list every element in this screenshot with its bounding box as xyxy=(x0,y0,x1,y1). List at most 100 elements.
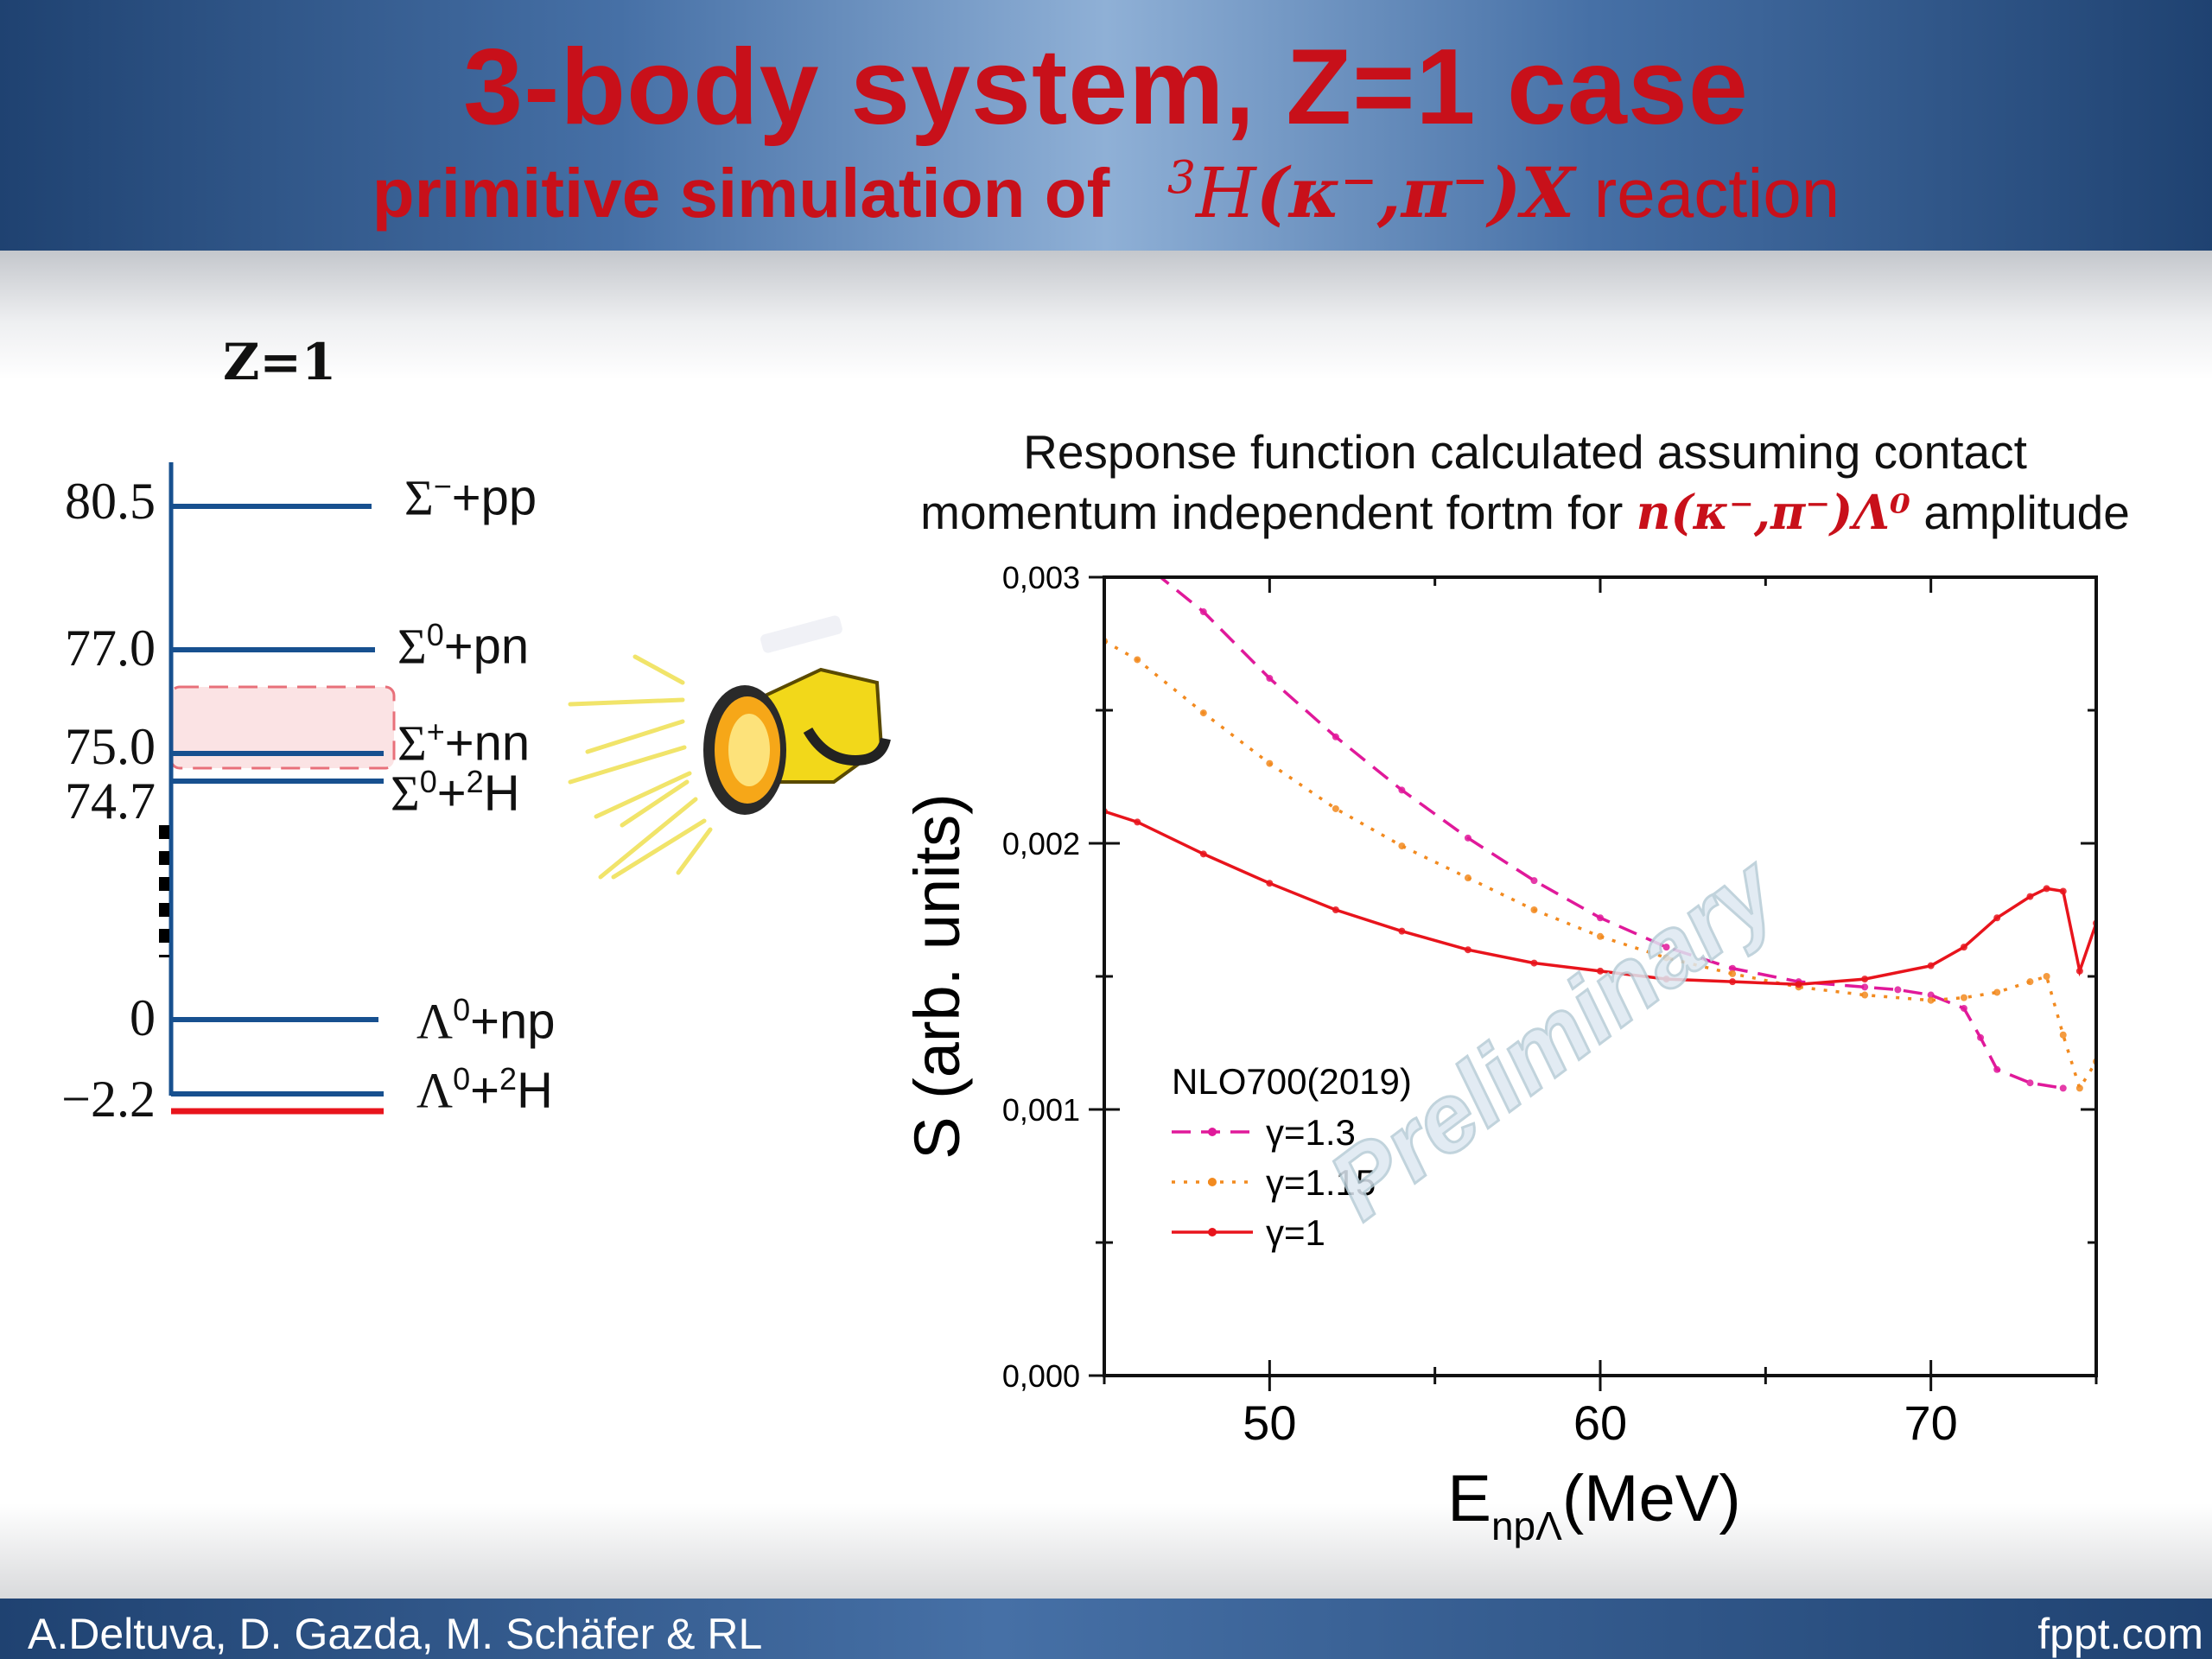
y-tick-label: 0,000 xyxy=(1002,1358,1080,1394)
chart-description: Response function calculated assuming co… xyxy=(890,422,2160,543)
data-point xyxy=(1464,874,1471,882)
data-point xyxy=(1662,944,1670,951)
series-line xyxy=(1104,639,2096,1092)
data-point xyxy=(1150,569,1157,575)
energy-label: 0 xyxy=(130,989,156,1046)
data-point xyxy=(1662,976,1670,983)
data-point xyxy=(1993,914,2001,922)
data-point xyxy=(2059,1031,2067,1039)
data-point xyxy=(1960,994,1967,1001)
reaction-core: (κ⁻,π⁻) xyxy=(1255,152,1522,233)
threshold-label: Σ0+pn xyxy=(397,617,530,675)
data-point xyxy=(2059,1084,2067,1092)
y-tick-label: 0,001 xyxy=(1002,1092,1080,1128)
x-tick-label: 60 xyxy=(1573,1395,1627,1450)
data-point xyxy=(2075,967,2083,975)
description-line-1: Response function calculated assuming co… xyxy=(1023,425,2027,479)
x-tick-label: 50 xyxy=(1243,1395,1296,1450)
x-tick-label: 70 xyxy=(1904,1395,1958,1450)
threshold-label: Σ0+2H xyxy=(391,764,520,822)
data-point xyxy=(1266,675,1274,683)
data-point xyxy=(1861,991,1869,999)
data-point xyxy=(1729,978,1737,986)
data-point xyxy=(2026,978,2034,986)
data-point xyxy=(1597,914,1604,922)
data-point xyxy=(1993,1065,2001,1073)
y-tick-label: 0,002 xyxy=(1002,826,1080,861)
description-line-2: momentum independent fortm for n(κ⁻,π⁻)Λ… xyxy=(920,484,2130,540)
energy-label: 77.0 xyxy=(65,620,156,677)
slide-subtitle: primitive simulation of 3H(κ⁻,π⁻)X react… xyxy=(0,152,2212,233)
level-scheme-heading: Z=1 xyxy=(223,333,337,391)
data-point xyxy=(1199,850,1207,858)
amplitude-formula: n(κ⁻,π⁻)Λ⁰ xyxy=(1636,484,1911,540)
y-axis-label: S (arb. units) xyxy=(901,793,973,1160)
threshold-label: Σ++nn xyxy=(397,714,531,772)
data-point xyxy=(1530,877,1538,885)
legend-marker xyxy=(1208,1228,1217,1236)
data-point xyxy=(1134,818,1141,826)
footer-bar xyxy=(0,1599,2212,1659)
reaction-mass: 3 xyxy=(1166,152,1196,205)
threshold-label: Λ0+2H xyxy=(416,1061,553,1119)
slide-title: 3-body system, Z=1 case xyxy=(463,28,1749,147)
y-tick-label: 0,003 xyxy=(1002,560,1080,595)
legend-label: γ=1.3 xyxy=(1266,1112,1356,1153)
data-point xyxy=(1729,969,1737,977)
energy-label: −2.2 xyxy=(61,1071,156,1128)
data-point xyxy=(1332,906,1339,913)
legend-label: γ=1.15 xyxy=(1266,1162,1376,1203)
threshold-label: Σ−+pp xyxy=(404,468,537,526)
authors: A.Deltuva, D. Gazda, M. Schäfer & RL xyxy=(28,1610,763,1658)
data-point xyxy=(1861,983,1869,991)
threshold-label: Λ0+np xyxy=(416,992,556,1050)
data-point xyxy=(1977,1033,1985,1041)
data-point xyxy=(2043,885,2050,893)
subtitle-suffix: reaction xyxy=(1593,155,1840,232)
tick-labels: 50 60 70 0,000 0,001 0,002 0,003 xyxy=(1002,560,1958,1450)
data-point xyxy=(2026,1079,2034,1087)
data-point xyxy=(1597,932,1604,940)
data-point xyxy=(2026,893,2034,900)
data-point xyxy=(1332,804,1339,812)
x-axis-label: EnpΛ(MeV) xyxy=(1447,1462,1741,1548)
data-point xyxy=(1993,988,2001,996)
data-point xyxy=(1894,986,1902,994)
preliminary-watermark: Preliminary xyxy=(1310,834,1799,1240)
data-point xyxy=(1398,842,1406,850)
data-point xyxy=(1597,967,1604,975)
footer-shadow xyxy=(0,1503,2212,1599)
energy-label: 80.5 xyxy=(65,473,156,530)
data-point xyxy=(1199,608,1207,616)
data-point xyxy=(1266,760,1274,767)
energy-label: 74.7 xyxy=(65,772,156,830)
data-point xyxy=(1266,880,1274,887)
data-point xyxy=(1332,733,1339,741)
data-point xyxy=(1861,976,1869,983)
banner-shadow xyxy=(0,251,2212,380)
reaction-final: X xyxy=(1521,152,1575,233)
legend-marker xyxy=(1208,1178,1217,1186)
data-point xyxy=(1530,959,1538,967)
data-point xyxy=(2059,887,2067,895)
reaction-nucleus: H xyxy=(1196,153,1256,233)
data-point xyxy=(1927,991,1935,999)
data-point xyxy=(1134,656,1141,664)
data-point xyxy=(1398,786,1406,794)
title-banner xyxy=(0,0,2212,251)
data-point xyxy=(1960,944,1967,951)
data-point xyxy=(1960,1004,1967,1012)
legend-label: γ=1 xyxy=(1266,1212,1325,1253)
data-point xyxy=(1530,906,1538,913)
subtitle-prefix: primitive simulation of xyxy=(372,155,1110,232)
data-point xyxy=(1662,954,1670,962)
energy-label: 75.0 xyxy=(65,718,156,775)
data-point xyxy=(1199,709,1207,717)
data-point xyxy=(1398,927,1406,935)
reaction-formula: 3H(κ⁻,π⁻)X xyxy=(1166,152,1575,233)
legend: NLO700(2019) γ=1.3 γ=1.15 γ=1 xyxy=(1172,1061,1412,1253)
legend-marker xyxy=(1208,1128,1217,1136)
site-credit: fppt.com xyxy=(2037,1610,2203,1658)
